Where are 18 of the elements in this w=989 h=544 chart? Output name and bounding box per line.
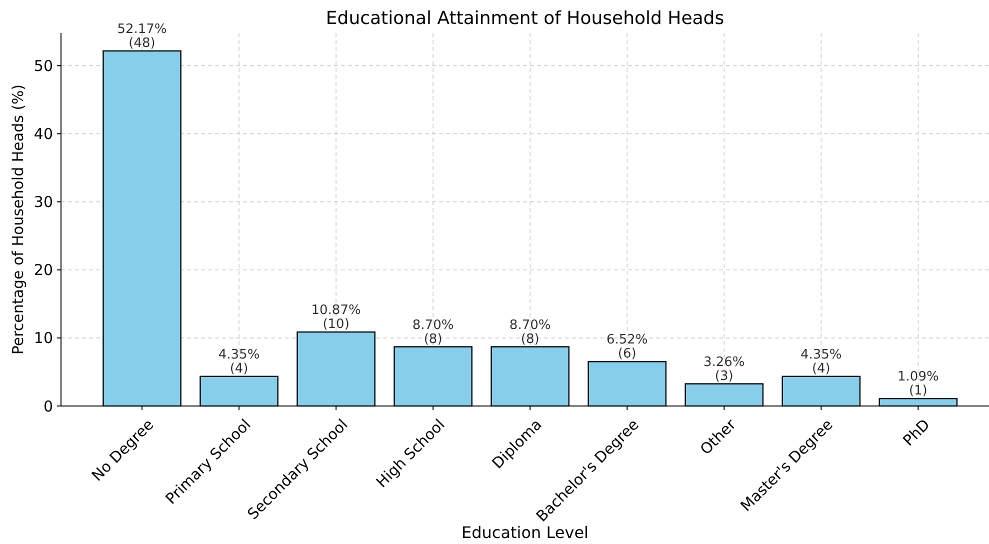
data-label: 6.52% (6) <box>606 332 648 362</box>
data-label: 8.70% (8) <box>412 318 454 347</box>
data-label: 1.09% (1) <box>898 370 939 399</box>
data-label: 3.26% (3) <box>703 354 745 384</box>
y-tick-label: 30 <box>34 193 53 212</box>
x-axis-title: Education Level <box>462 523 588 542</box>
y-tick-label: 10 <box>34 329 53 348</box>
data-label: 10.87% (10) <box>311 303 361 332</box>
data-label: 8.70% (8) <box>509 318 551 347</box>
data-label: 4.35% (4) <box>800 347 842 376</box>
data-label: 4.35% (4) <box>218 347 260 376</box>
y-axis-title: Percentage of Household Heads (%) <box>9 84 27 355</box>
y-tick-label: 20 <box>34 261 53 280</box>
data-label: 52.17% (48) <box>117 22 167 51</box>
chart-title: Educational Attainment of Household Heads <box>326 8 724 29</box>
y-tick-label: 50 <box>34 56 53 75</box>
y-tick-label: 40 <box>34 124 53 143</box>
y-tick-label: 0 <box>43 397 53 416</box>
